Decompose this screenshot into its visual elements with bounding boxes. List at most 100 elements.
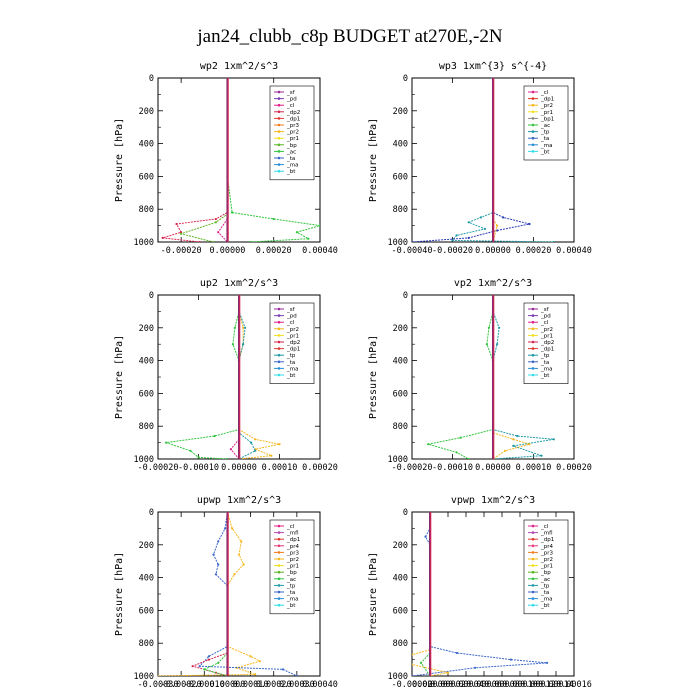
- legend-marker: [277, 136, 281, 140]
- legend-marker: [277, 169, 281, 173]
- legend-entry: _mfl: [286, 531, 299, 537]
- data-point: [189, 449, 192, 452]
- legend-entry: _ac: [540, 123, 550, 129]
- legend-entry: _ma: [540, 366, 552, 372]
- legend-marker: [531, 334, 535, 337]
- data-point: [498, 326, 501, 329]
- legend-marker: [277, 150, 281, 153]
- y-tick-label: 1000: [388, 455, 408, 465]
- series-group: [412, 512, 549, 676]
- legend: _sf_pd_cl_pr2_pr1_dp2_dp1_tp_ta_ma_bt: [523, 302, 569, 384]
- legend-marker: [531, 123, 535, 127]
- data-point: [455, 451, 458, 454]
- y-tick-label: 1000: [134, 455, 154, 465]
- x-tick-label: 0.00010: [233, 680, 269, 690]
- legend-marker: [531, 590, 535, 594]
- panel-4: vp2 1xm^2/s^3 Pressure [hPa] 0 200 400 600 800…: [368, 278, 592, 473]
- legend-marker: [277, 603, 281, 607]
- legend-marker: [277, 103, 281, 107]
- legend-entry: _pr2: [286, 130, 299, 136]
- x-tick-label: -0.00020: [392, 463, 433, 473]
- data-point: [214, 217, 217, 221]
- series-line-dp2: [428, 295, 494, 459]
- x-tick-label: 0.00030: [279, 680, 315, 690]
- data-point: [412, 663, 414, 666]
- data-point: [198, 240, 201, 242]
- data-point: [249, 240, 252, 242]
- y-axis-label: Pressure [hPa]: [114, 118, 125, 202]
- data-point: [217, 540, 220, 543]
- data-point: [212, 240, 215, 242]
- legend: _cl_mfl_dp1_pr4_pr3_pr2_pr1_bp_ac_tp_ta_…: [523, 519, 569, 615]
- legend-marker: [531, 307, 535, 311]
- x-tick-label: -0.00040: [392, 246, 433, 256]
- legend-marker: [531, 570, 535, 574]
- y-tick-label: 1000: [134, 672, 154, 682]
- x-tick-label: -0.00010: [432, 463, 473, 473]
- data-point: [552, 438, 555, 441]
- legend-entry: _pr3: [540, 550, 554, 556]
- data-point: [249, 655, 252, 658]
- legend-entry: _cl: [286, 103, 295, 109]
- data-point: [224, 527, 227, 530]
- data-point: [455, 234, 458, 237]
- data-point: [455, 651, 459, 655]
- panel-title: vp2 1xm^2/s^3: [454, 278, 532, 289]
- legend-marker: [277, 531, 281, 534]
- legend-entry: _bp: [286, 143, 297, 149]
- legend-marker: [531, 136, 535, 140]
- legend-entry: _bp: [286, 570, 297, 576]
- legend-marker: [277, 570, 281, 574]
- legend-marker: [531, 97, 535, 100]
- legend-entry: _cl: [286, 320, 295, 326]
- legend-marker: [277, 163, 281, 166]
- legend-marker: [277, 90, 281, 94]
- legend-marker: [277, 537, 281, 541]
- legend-entry: _bp: [540, 570, 551, 576]
- legend-entry: _pr2: [540, 327, 553, 333]
- legend-marker: [531, 103, 535, 107]
- x-tick-label: -0.00020: [432, 246, 473, 256]
- legend-entry: _cl: [540, 524, 549, 530]
- y-tick-label: 400: [139, 140, 154, 150]
- data-point: [214, 573, 217, 576]
- legend-entry: _pr2: [286, 557, 299, 563]
- y-axis-label: Pressure [hPa]: [368, 552, 379, 636]
- y-tick-label: 800: [393, 205, 408, 215]
- legend-entry: _pr3: [286, 123, 300, 129]
- y-tick-label: 800: [393, 639, 408, 649]
- y-tick-label: 200: [393, 107, 408, 117]
- data-point: [516, 434, 519, 438]
- legend-marker: [277, 360, 281, 364]
- legend-marker: [277, 307, 281, 311]
- panel-1: wp2 1xm^2/s^3 Pressure [hPa] 0 200 400 600 800…: [114, 61, 338, 256]
- legend-entry: _mfl: [540, 531, 553, 537]
- y-tick-label: 1000: [134, 238, 154, 248]
- series-line-dp2: [165, 295, 240, 459]
- x-tick-label: 0.00020: [256, 680, 292, 690]
- y-tick-label: 0: [403, 508, 408, 518]
- x-tick-label: -0.00030: [138, 680, 179, 690]
- x-tick-label: 0.00020: [556, 463, 592, 473]
- legend-entry: _ta: [286, 590, 295, 596]
- data-point: [158, 674, 160, 676]
- data-point: [165, 441, 168, 444]
- data-point: [504, 449, 507, 452]
- x-tick-label: 0.00002: [430, 680, 466, 690]
- legend-marker: [277, 584, 281, 587]
- data-point: [552, 240, 555, 242]
- y-tick-label: 400: [393, 140, 408, 150]
- data-point: [451, 239, 454, 242]
- legend-entry: _ma: [540, 597, 552, 603]
- legend-marker: [277, 320, 281, 324]
- legend-entry: _pr2: [286, 327, 299, 333]
- data-point: [485, 343, 488, 346]
- legend-marker: [531, 373, 535, 377]
- y-axis-label: Pressure [hPa]: [114, 335, 125, 419]
- data-point: [424, 535, 427, 538]
- data-point: [427, 443, 430, 446]
- legend-entry: _pr2: [540, 557, 553, 563]
- x-tick-label: 0.00020: [256, 246, 292, 256]
- data-point: [446, 671, 450, 674]
